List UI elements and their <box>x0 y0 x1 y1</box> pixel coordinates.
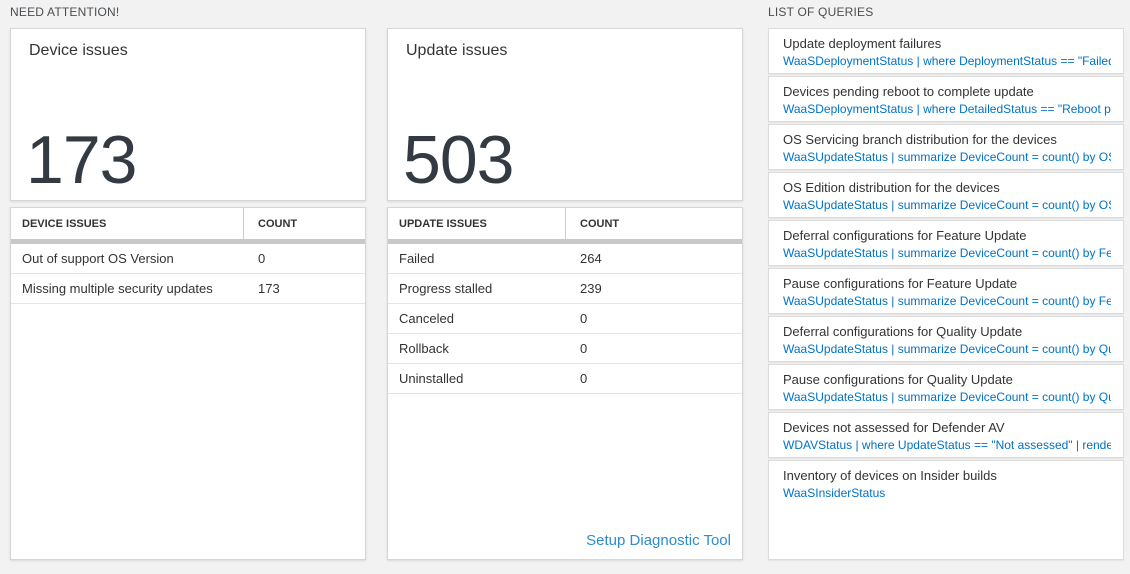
table-row[interactable]: Uninstalled 0 <box>388 364 742 394</box>
table-row[interactable]: Failed 264 <box>388 244 742 274</box>
table-row[interactable]: Rollback 0 <box>388 334 742 364</box>
query-list-item[interactable]: Pause configurations for Quality Update … <box>768 364 1124 410</box>
query-text: WaaSUpdateStatus | summarize DeviceCount… <box>783 198 1111 212</box>
query-title: Inventory of devices on Insider builds <box>783 468 997 483</box>
query-list-item[interactable]: Update deployment failures WaaSDeploymen… <box>768 28 1124 74</box>
query-title: Update deployment failures <box>783 36 942 51</box>
count-column-header: COUNT <box>580 217 620 230</box>
update-issues-tile-title: Update issues <box>406 42 508 59</box>
table-row[interactable]: Out of support OS Version 0 <box>11 244 365 274</box>
query-text: WaaSUpdateStatus | summarize DeviceCount… <box>783 294 1111 308</box>
row-label: Progress stalled <box>399 281 493 296</box>
update-issues-column: Update issues 503 UPDATE ISSUES COUNT Fa… <box>387 5 743 560</box>
row-count: 264 <box>580 251 602 266</box>
device-issues-tile-title: Device issues <box>29 42 128 59</box>
query-list-item[interactable]: Devices pending reboot to complete updat… <box>768 76 1124 122</box>
row-count: 0 <box>580 311 588 326</box>
row-label: Rollback <box>399 341 449 356</box>
query-text: WaaSUpdateStatus | summarize DeviceCount… <box>783 390 1111 404</box>
update-issues-table-header: UPDATE ISSUES COUNT <box>388 208 742 239</box>
device-issues-column-header: DEVICE ISSUES <box>11 208 244 239</box>
query-list-item[interactable]: Inventory of devices on Insider builds W… <box>768 460 1124 560</box>
row-label: Failed <box>399 251 435 266</box>
query-list-item[interactable]: Deferral configurations for Quality Upda… <box>768 316 1124 362</box>
row-count: 0 <box>580 341 588 356</box>
row-count: 0 <box>258 251 266 266</box>
count-column-header: COUNT <box>258 217 298 230</box>
query-list: Update deployment failures WaaSDeploymen… <box>768 28 1124 560</box>
device-issues-tile[interactable]: Device issues 173 <box>10 28 366 201</box>
query-title: OS Edition distribution for the devices <box>783 180 1000 195</box>
query-list-item[interactable]: Pause configurations for Feature Update … <box>768 268 1124 314</box>
row-label: Canceled <box>399 311 454 326</box>
table-separator-bar <box>11 239 365 244</box>
need-attention-header: NEED ATTENTION! <box>10 5 120 19</box>
query-title: Deferral configurations for Quality Upda… <box>783 324 1023 339</box>
table-row[interactable]: Canceled 0 <box>388 304 742 334</box>
query-title: Devices pending reboot to complete updat… <box>783 84 1034 99</box>
queries-column: LIST OF QUERIES Update deployment failur… <box>768 5 1124 560</box>
query-text: WaaSInsiderStatus <box>783 486 886 500</box>
query-title: Deferral configurations for Feature Upda… <box>783 228 1027 243</box>
update-issues-tile[interactable]: Update issues 503 <box>387 28 743 201</box>
update-issues-column-header: UPDATE ISSUES <box>388 208 566 239</box>
table-row[interactable]: Missing multiple security updates 173 <box>11 274 365 304</box>
row-count: 173 <box>258 281 280 296</box>
query-text: WaaSUpdateStatus | summarize DeviceCount… <box>783 342 1111 356</box>
query-list-item[interactable]: Devices not assessed for Defender AV WDA… <box>768 412 1124 458</box>
query-text: WaaSDeploymentStatus | where DetailedSta… <box>783 102 1111 116</box>
query-list-item[interactable]: OS Edition distribution for the devices … <box>768 172 1124 218</box>
row-label: Uninstalled <box>399 371 464 386</box>
query-list-item[interactable]: OS Servicing branch distribution for the… <box>768 124 1124 170</box>
update-issues-count: 503 <box>403 122 514 198</box>
table-separator-bar <box>388 239 742 244</box>
row-label: Out of support OS Version <box>22 251 174 266</box>
query-title: Devices not assessed for Defender AV <box>783 420 1005 435</box>
device-issues-column: NEED ATTENTION! Device issues 173 DEVICE… <box>10 5 366 560</box>
row-count: 239 <box>580 281 602 296</box>
query-list-item[interactable]: Deferral configurations for Feature Upda… <box>768 220 1124 266</box>
spacer-header <box>387 5 743 28</box>
query-text: WaaSUpdateStatus | summarize DeviceCount… <box>783 150 1111 164</box>
query-title: OS Servicing branch distribution for the… <box>783 132 1057 147</box>
row-count: 0 <box>580 371 588 386</box>
query-text: WDAVStatus | where UpdateStatus == "Not … <box>783 438 1111 452</box>
device-issues-table: DEVICE ISSUES COUNT Out of support OS Ve… <box>10 207 366 560</box>
query-title: Pause configurations for Feature Update <box>783 276 1018 291</box>
query-text: WaaSDeploymentStatus | where DeploymentS… <box>783 54 1111 68</box>
list-of-queries-header: LIST OF QUERIES <box>768 5 874 19</box>
update-issues-table: UPDATE ISSUES COUNT Failed 264 Progress … <box>387 207 743 560</box>
device-issues-table-header: DEVICE ISSUES COUNT <box>11 208 365 239</box>
row-label: Missing multiple security updates <box>22 281 213 296</box>
device-issues-count: 173 <box>26 122 137 198</box>
table-row[interactable]: Progress stalled 239 <box>388 274 742 304</box>
query-title: Pause configurations for Quality Update <box>783 372 1013 387</box>
setup-diagnostic-tool-link[interactable]: Setup Diagnostic Tool <box>586 532 731 549</box>
query-text: WaaSUpdateStatus | summarize DeviceCount… <box>783 246 1111 260</box>
